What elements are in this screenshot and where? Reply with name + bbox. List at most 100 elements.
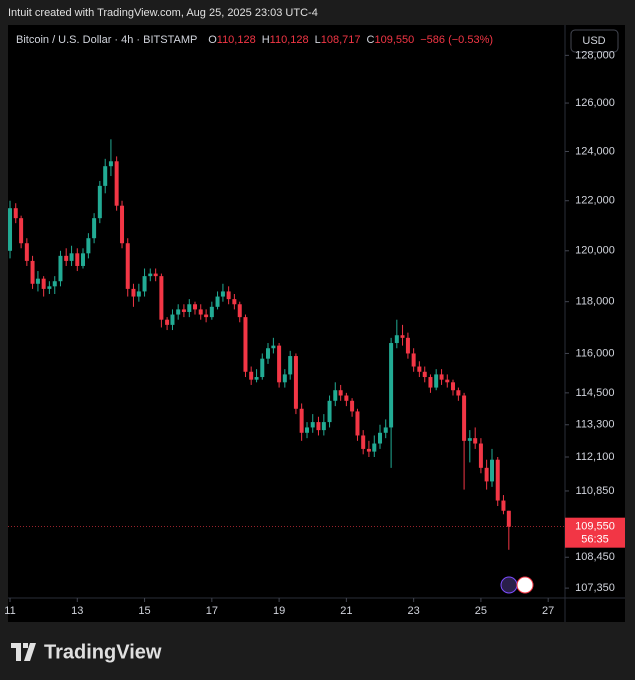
legend-value: 110,128 [270,34,309,46]
candle-body [181,309,186,312]
candle-body [41,278,46,289]
candle-body [8,208,13,251]
candle-body [428,377,433,388]
candle-body [209,306,214,318]
candle-body [35,278,40,284]
candle-body [495,459,500,501]
candle-body [136,291,141,297]
candle-body [366,448,371,452]
currency-button[interactable] [570,29,619,53]
y-tick-label: 116,000 [576,347,615,359]
countdown: 56:35 [581,534,609,546]
candle-body [249,371,254,380]
event-icon[interactable] [500,576,518,594]
x-tick-label: 23 [408,605,420,617]
x-tick-label: 11 [4,605,15,617]
candle-body [103,166,108,186]
candle-body [506,510,511,527]
candle-body [24,243,29,261]
candle-body [204,314,209,318]
candle-body [13,208,18,219]
candle-body [266,348,271,359]
last-price-box [565,517,625,548]
candle-body [400,335,405,338]
candle-body [125,243,130,289]
y-tick-label: 107,350 [575,582,615,594]
legend-key: O [208,34,217,46]
legend-key: H [262,34,270,46]
last-price-label: 109,550 [575,521,615,533]
candle-body [120,205,125,244]
y-tick-label: 118,000 [576,296,615,308]
chart-area [8,25,625,622]
legend-key: C [367,34,375,46]
candle-body [243,317,248,372]
candle-body [97,185,102,219]
legend-change: −586 (−0.53%) [420,34,493,46]
candle-body [114,161,119,206]
candle-body [462,395,467,441]
plot [8,139,511,550]
candle-body [501,500,506,511]
y-tick-label: 108,450 [575,551,615,563]
x-tick-label: 17 [206,605,218,617]
candle-body [58,255,63,282]
chart-title: Bitcoin / U.S. Dollar · 4h · BITSTAMP [16,34,197,46]
candle-body [327,400,332,423]
candle-body [176,309,181,315]
candle-body [153,273,158,277]
legend-key: L [315,34,321,46]
candle-body [478,443,483,468]
legend-value: 110,128 [217,34,256,46]
candle-body [422,371,427,378]
x-tick-label: 21 [340,605,352,617]
y-tick-label: 120,000 [575,245,615,257]
candle-body [484,467,489,482]
watermark: Intuit created with TradingView.com, Aug… [8,7,318,19]
flag-icon[interactable] [516,576,534,594]
candle-body [193,304,198,310]
chart-header: Bitcoin / U.S. Dollar · 4h · BITSTAMP O1… [16,34,493,46]
candle-body [350,400,355,412]
candle-body [344,395,349,401]
candle-body [86,238,91,254]
y-tick-label: 114,500 [576,387,615,399]
x-tick-label: 27 [542,605,554,617]
candle-body [215,296,220,307]
candle-body [232,299,237,305]
brand: TradingView [44,641,162,663]
candle-body [159,276,164,320]
candle-body [394,335,399,344]
candle-body [260,358,265,378]
candle-body [450,382,455,391]
candle-body [81,253,86,266]
candle-body [473,438,478,444]
candle-body [92,218,97,239]
y-tick-label: 113,300 [576,419,615,431]
candle-body [30,260,35,284]
x-tick-label: 13 [71,605,83,617]
candle-body [131,288,136,297]
candle-body [467,438,472,441]
candle-body [165,319,170,325]
candle-body [142,276,147,292]
frame-left [0,25,8,622]
candle-body [310,422,315,428]
candle-body [372,443,377,452]
candle-body [321,422,326,431]
candle-body [490,459,495,482]
x-tick-label: 19 [273,605,285,617]
candle-body [277,345,282,383]
candle-body [170,314,175,325]
candle-body [445,379,450,383]
logo [11,643,36,661]
candle-body [361,435,366,449]
candle-body [456,390,461,396]
candle-body [411,353,416,367]
candle-body [148,273,153,277]
candle-body [299,408,304,433]
legend-value: 108,717 [321,34,361,46]
candle-body [355,411,360,436]
